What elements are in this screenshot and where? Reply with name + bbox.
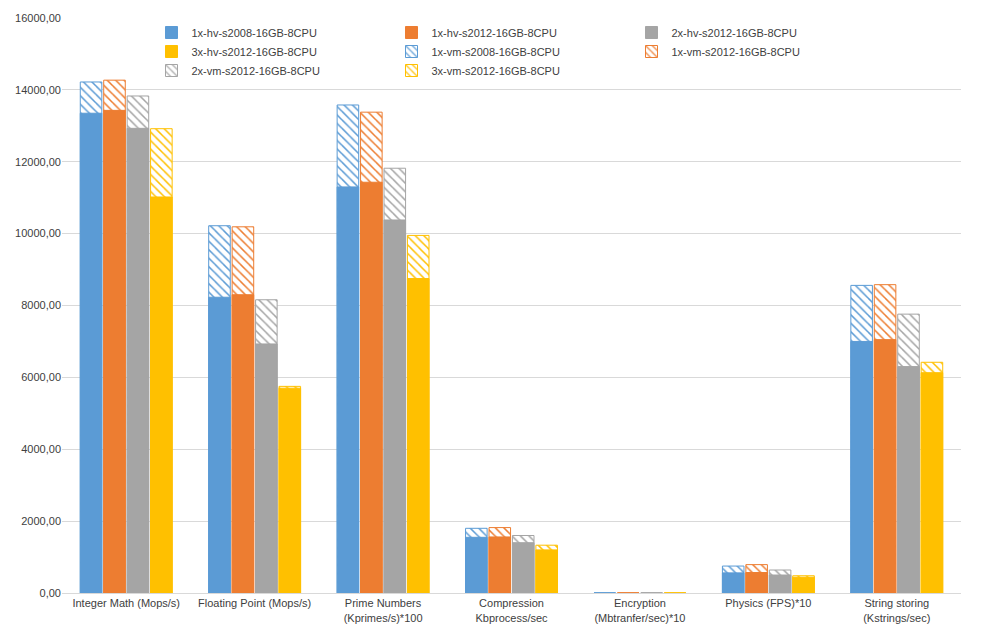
svg-text:6000,00: 6000,00 [21, 371, 61, 383]
svg-text:1x-hv-s2008-16GB-8CPU: 1x-hv-s2008-16GB-8CPU [192, 27, 317, 39]
svg-text:3x-hv-s2012-16GB-8CPU: 3x-hv-s2012-16GB-8CPU [192, 46, 317, 58]
svg-text:Encryption(Mbtranfer/sec)*10: Encryption(Mbtranfer/sec)*10 [594, 597, 685, 623]
svg-text:String storing(Kstrings/sec): String storing(Kstrings/sec) [863, 597, 930, 623]
svg-text:2x-hv-s2012-16GB-8CPU: 2x-hv-s2012-16GB-8CPU [672, 27, 797, 39]
svg-text:2000,00: 2000,00 [21, 515, 61, 527]
svg-text:10000,00: 10000,00 [15, 227, 61, 239]
svg-text:1x-vm-s2012-16GB-8CPU: 1x-vm-s2012-16GB-8CPU [672, 46, 800, 58]
svg-text:4000,00: 4000,00 [21, 443, 61, 455]
svg-text:Physics (FPS)*10: Physics (FPS)*10 [725, 597, 811, 609]
svg-text:2x-vm-s2012-16GB-8CPU: 2x-vm-s2012-16GB-8CPU [192, 65, 320, 77]
svg-text:Integer Math (Mops/s): Integer Math (Mops/s) [72, 597, 180, 609]
svg-text:12000,00: 12000,00 [15, 156, 61, 168]
svg-text:Prime Numbers(Kprimes/s)*100: Prime Numbers(Kprimes/s)*100 [344, 597, 423, 623]
svg-text:3x-vm-s2012-16GB-8CPU: 3x-vm-s2012-16GB-8CPU [432, 65, 560, 77]
svg-text:Floating Point (Mops/s): Floating Point (Mops/s) [198, 597, 311, 609]
svg-text:0,00: 0,00 [40, 587, 61, 599]
svg-text:14000,00: 14000,00 [15, 84, 61, 96]
svg-text:1x-vm-s2008-16GB-8CPU: 1x-vm-s2008-16GB-8CPU [432, 46, 560, 58]
svg-text:CompressionKbprocess/sec: CompressionKbprocess/sec [475, 597, 548, 623]
svg-text:8000,00: 8000,00 [21, 299, 61, 311]
svg-text:1x-hv-s2012-16GB-8CPU: 1x-hv-s2012-16GB-8CPU [432, 27, 557, 39]
svg-text:16000,00: 16000,00 [15, 12, 61, 24]
